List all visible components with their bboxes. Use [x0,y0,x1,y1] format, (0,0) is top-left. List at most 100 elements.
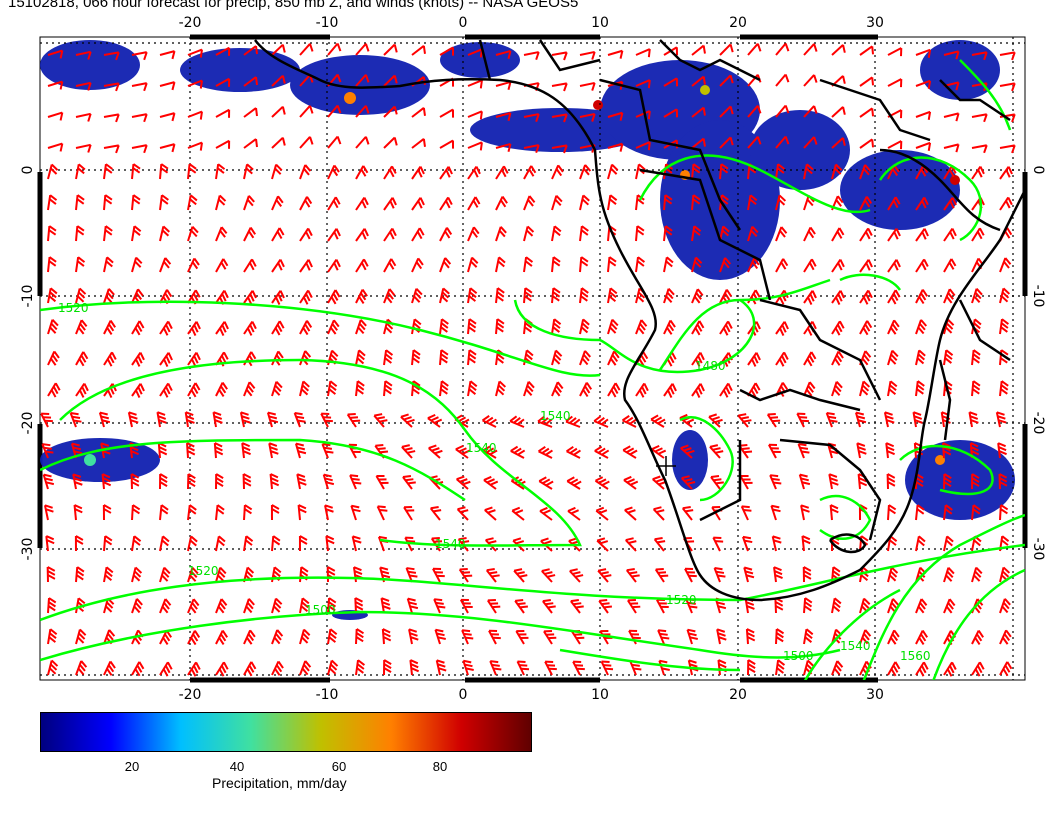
wind-barb [429,506,442,521]
wind-barb [271,163,283,180]
wind-barb [432,567,445,583]
wind-barb [680,444,695,459]
wind-barb [622,445,638,459]
wind-barb [103,113,120,123]
wind-barb [439,257,452,273]
wind-barb [739,474,753,490]
wind-barb [775,258,789,273]
wind-barb [566,476,582,490]
wind-barb [654,567,669,583]
wind-barb [719,163,729,180]
wind-barb [375,474,389,490]
wind-barb [47,163,59,180]
wind-barb [327,104,342,118]
wind-barb [298,535,308,552]
wind-barb [411,287,423,304]
wind-barb [579,194,590,211]
wind-barb [999,166,1013,180]
wind-barb [766,412,781,428]
wind-barb [187,110,203,120]
wind-barb [523,165,537,180]
wind-barb [187,382,201,398]
wind-barb [131,566,143,583]
wind-barb [495,165,509,180]
wind-barb [943,112,960,122]
wind-barb [159,382,173,398]
wind-barb [215,473,224,490]
wind-barb [103,163,113,180]
wind-barb [598,598,613,614]
wind-barb [523,144,540,154]
wind-barb [712,536,724,552]
wind-barb [243,76,258,87]
wind-barb [999,144,1016,154]
wind-barb [885,442,895,459]
wind-barb [569,568,584,583]
wind-barb [663,288,675,304]
contour-label: 1520 [188,564,219,578]
precipitation-colorbar [40,712,532,752]
lon-tick-top: 10 [591,15,609,31]
wind-barb [999,318,1009,335]
wind-barb [775,351,789,367]
wind-barb [607,111,624,121]
wind-barb [915,79,932,89]
wind-barb [187,598,200,614]
lon-tick-bottom: 10 [591,687,609,700]
wind-barb [915,630,929,646]
wind-barb [482,445,498,459]
wind-barb [635,319,648,335]
wind-barb [187,48,203,58]
wind-barb [103,288,115,304]
lon-tick-top: -10 [316,15,339,31]
wind-barb [131,504,141,521]
wind-barb [999,287,1011,304]
wind-barb [515,629,529,645]
wind-barb [159,194,169,211]
wind-barb [681,506,694,521]
wind-barb [570,599,584,614]
wind-barb [213,442,224,459]
wind-barb [131,144,148,154]
wind-barb [859,289,873,305]
wind-barb [595,506,609,521]
wind-barb [803,74,818,87]
colorbar-label: Precipitation, mm/day [212,775,347,791]
wind-barb [691,320,705,336]
wind-barb [737,413,752,428]
wind-barb [346,412,361,428]
wind-barb [596,537,609,552]
wind-barb [625,537,637,552]
wind-barb [544,660,557,676]
wind-barb [47,225,57,242]
wind-barb [797,443,810,459]
contour-label-layer: 1520 1480 1540 1520 1500 1520 1540 1540 … [58,301,931,663]
wind-barb [47,382,61,398]
wind-barb [75,256,86,273]
wind-barb [635,79,651,89]
wind-barb [75,81,92,91]
wind-barb [887,47,903,57]
wind-barb [999,380,1009,397]
wind-barb [131,82,148,92]
wind-barb [411,227,425,242]
wind-barb [215,566,227,583]
wind-barb [691,163,701,180]
lat-tick-right: 0 [1030,166,1046,175]
wind-barb [241,442,251,459]
wind-barb [74,535,84,552]
wind-barb [971,349,981,366]
wind-barb [187,321,201,336]
wind-barb [485,568,500,583]
wind-barb [551,287,561,304]
wind-barb [831,350,844,366]
wind-barb [537,415,553,428]
wind-barb [999,196,1013,211]
wind-barb [69,412,82,428]
wind-barb [859,45,875,56]
wind-barb [566,445,582,459]
wind-barb [403,505,415,521]
wind-barb [943,566,955,583]
wind-barb [215,139,231,149]
wind-barb [796,412,809,428]
